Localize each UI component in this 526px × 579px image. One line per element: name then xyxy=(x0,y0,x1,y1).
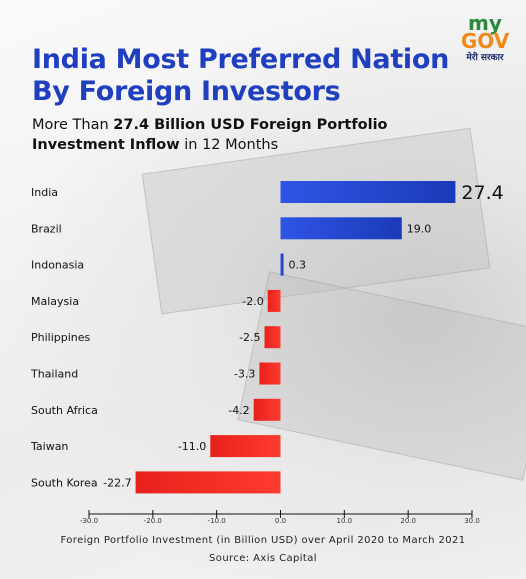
bar-indonasia xyxy=(280,253,284,276)
bar-south-africa xyxy=(253,398,281,421)
value-label: 27.4 xyxy=(461,182,503,204)
mygov-logo: my GOV मेरी सरकार xyxy=(454,11,516,63)
footer-source: Source: Axis Capital xyxy=(209,553,317,564)
category-label: Taiwan xyxy=(30,440,68,453)
x-tick-label: 20.0 xyxy=(400,517,416,525)
category-label: India xyxy=(31,186,58,199)
logo-hindi: मेरी सरकार xyxy=(466,53,504,63)
bar-philippines xyxy=(264,326,281,349)
x-tick-label: -20.0 xyxy=(144,517,162,525)
subtitle-post: in 12 Months xyxy=(179,137,279,153)
logo-my: my xyxy=(468,11,502,35)
x-tick-label: -10.0 xyxy=(208,517,226,525)
value-label: -2.0 xyxy=(242,295,263,308)
value-label: 0.3 xyxy=(289,259,307,272)
value-label: -3.3 xyxy=(234,368,255,381)
subtitle-pre: More Than xyxy=(32,117,114,133)
footer-note: Foreign Portfolio Investment (in Billion… xyxy=(60,535,466,546)
category-label: Philippines xyxy=(31,331,91,344)
category-label: South Africa xyxy=(31,404,98,417)
bar-india xyxy=(280,181,456,203)
category-label: Indonasia xyxy=(31,259,84,272)
subtitle-bold: 27.4 Billion USD Foreign Portfolio Inves… xyxy=(32,117,388,153)
logo-gov: GOV xyxy=(460,29,510,53)
value-label: -11.0 xyxy=(178,440,206,453)
page-title: India Most Preferred Nation By Foreign I… xyxy=(32,44,450,107)
category-label: South Korea xyxy=(31,476,98,489)
x-tick-label: 0.0 xyxy=(275,517,286,525)
category-label: Thailand xyxy=(30,368,78,381)
category-label: Brazil xyxy=(31,222,62,235)
value-label: -4.2 xyxy=(228,404,249,417)
value-label: -22.7 xyxy=(103,476,131,489)
value-label: -2.5 xyxy=(239,331,260,344)
bar-south-korea xyxy=(135,471,281,494)
x-tick-label: -30.0 xyxy=(80,517,98,525)
x-tick-label: 10.0 xyxy=(337,517,353,525)
bar-brazil xyxy=(280,217,402,240)
page-subtitle: More Than 27.4 Billion USD Foreign Portf… xyxy=(32,115,472,155)
x-tick-label: 30.0 xyxy=(464,517,480,525)
value-label: 19.0 xyxy=(407,222,432,235)
bar-malaysia xyxy=(267,289,281,312)
bar-thailand xyxy=(259,362,281,385)
category-label: Malaysia xyxy=(31,295,79,308)
logo-text: my GOV xyxy=(454,11,516,53)
bar-taiwan xyxy=(210,435,281,458)
